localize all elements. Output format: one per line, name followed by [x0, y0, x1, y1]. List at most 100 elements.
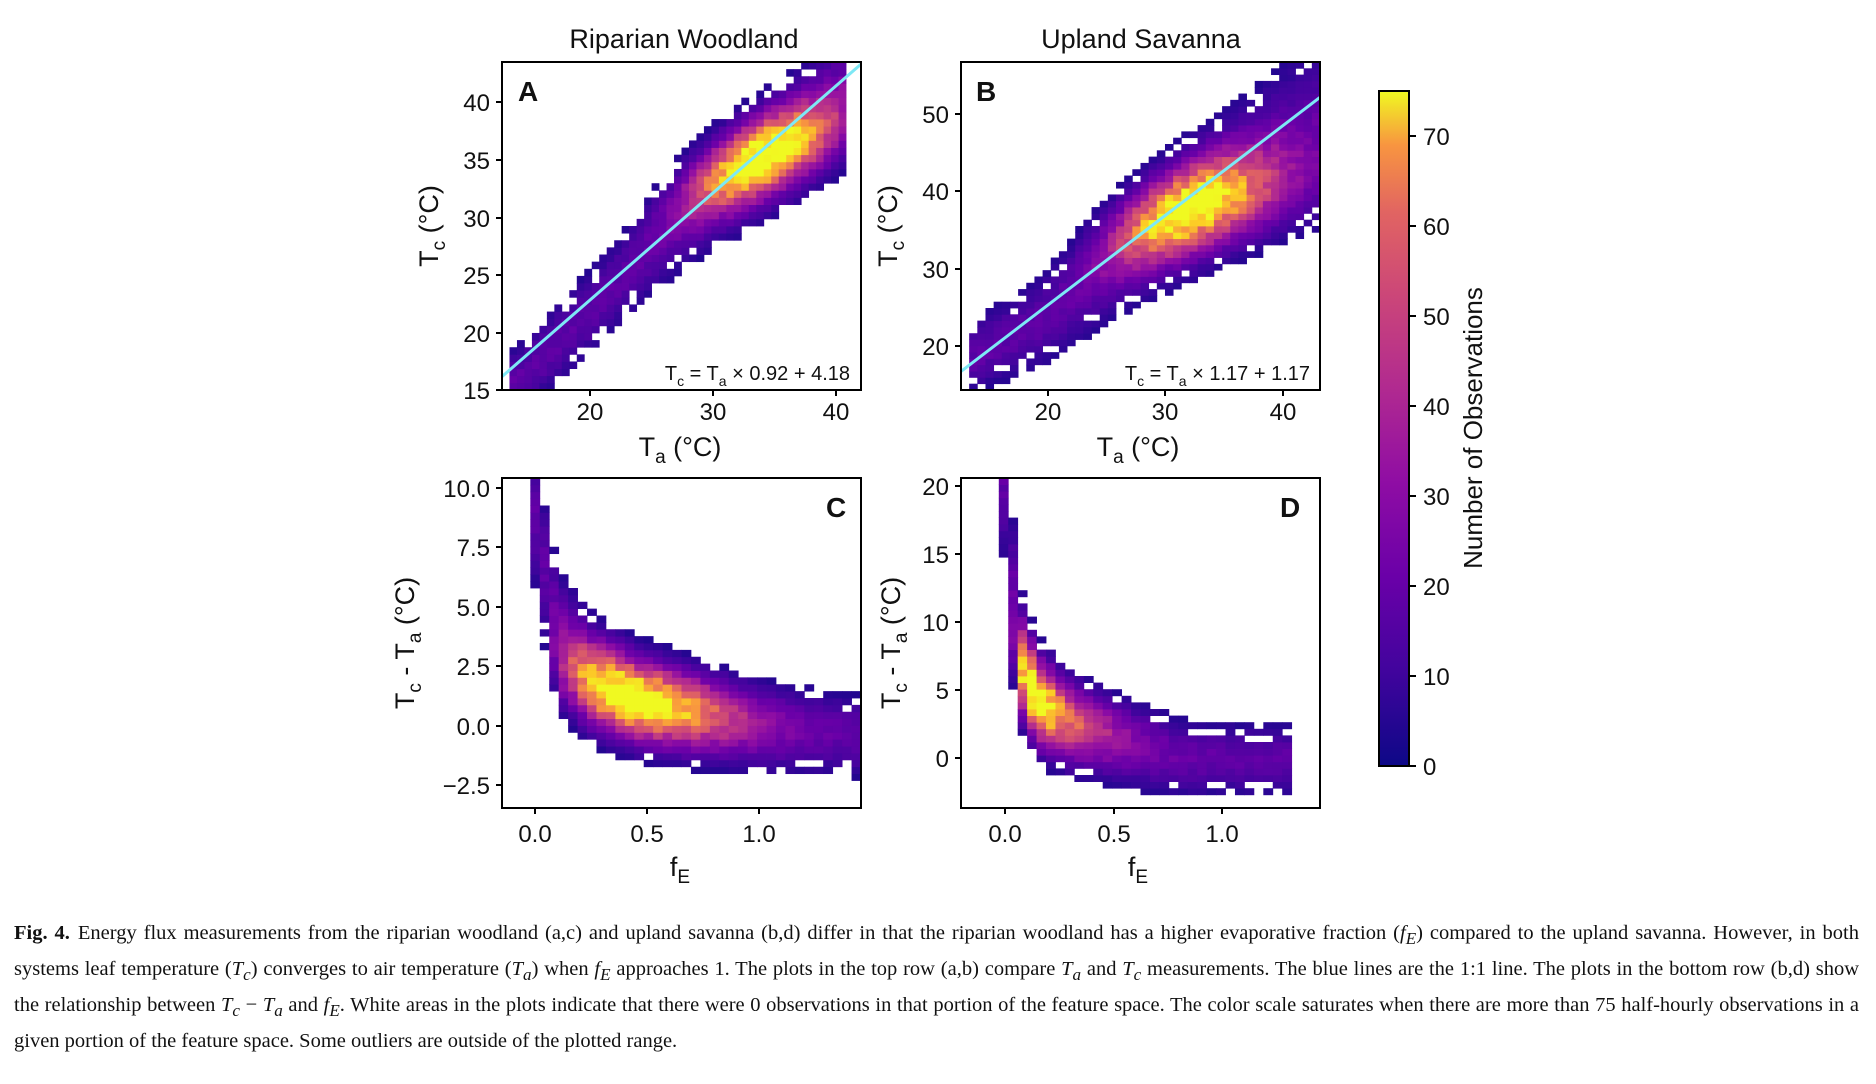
heatmap-cell	[1234, 722, 1245, 730]
heatmap-cell	[1099, 308, 1109, 315]
heatmap-cell	[823, 62, 832, 70]
heatmap-cell	[644, 283, 652, 291]
heatmap-cell	[1083, 308, 1092, 315]
heatmap-cell	[1262, 156, 1272, 164]
heatmap-cell	[1009, 339, 1019, 347]
heatmap-cell	[577, 615, 588, 623]
caption-symbol: fE	[594, 958, 611, 985]
heatmap-cell	[1083, 735, 1094, 743]
heatmap-cell	[1173, 282, 1182, 290]
heatmap-cell	[615, 629, 626, 637]
heatmap-cell	[696, 211, 705, 220]
heatmap-cell	[696, 204, 705, 213]
heatmap-cell	[1074, 722, 1085, 730]
heatmap-cell	[808, 140, 817, 148]
heatmap-cell	[634, 643, 645, 651]
heatmap-cell	[659, 268, 667, 277]
heatmap-cell	[1279, 99, 1288, 107]
heatmap-cell	[786, 119, 795, 127]
heatmap-cell	[1303, 118, 1313, 126]
heatmap-cell	[838, 90, 847, 99]
heatmap-cell	[1246, 213, 1256, 221]
heatmap-cell	[842, 711, 852, 720]
heatmap-cell	[1116, 270, 1125, 277]
heatmap-cell	[558, 698, 569, 706]
heatmap-cell	[634, 725, 645, 733]
heatmap-cell	[624, 629, 635, 637]
heatmap-cell	[775, 698, 786, 706]
heatmap-cell	[1008, 537, 1019, 545]
heatmap-cell	[1205, 194, 1215, 202]
heatmap-cell	[728, 711, 739, 720]
heatmap-cell	[969, 339, 978, 347]
heatmap-cell	[801, 168, 810, 177]
heatmap-cell	[1197, 226, 1207, 233]
heatmap-cell	[587, 656, 597, 665]
heatmap-cell	[733, 197, 742, 206]
heatmap-cell	[605, 711, 616, 720]
heatmap-cell	[681, 176, 690, 184]
heatmap-cell	[1034, 358, 1043, 366]
heatmap-cell	[1222, 137, 1231, 145]
heatmap-cell	[1272, 728, 1283, 736]
heatmap-cell	[1197, 263, 1207, 271]
heatmap-cell	[1238, 175, 1247, 183]
heatmap-cell	[801, 154, 810, 163]
heatmap-cell	[1050, 352, 1060, 359]
heatmap-cell	[643, 732, 654, 740]
heatmap-cell	[576, 297, 585, 305]
heatmap-cell	[1222, 244, 1231, 252]
heatmap-cell	[1230, 219, 1239, 227]
heatmap-cell	[1112, 755, 1123, 763]
heatmap-cell	[1238, 144, 1247, 151]
heatmap-cell	[985, 383, 995, 391]
heatmap-cell	[1107, 207, 1117, 214]
heatmap-cell	[1311, 213, 1321, 221]
heatmap-cell	[1279, 232, 1288, 240]
heatmap-cell	[756, 133, 765, 141]
heatmap-cell	[756, 90, 765, 99]
heatmap-cell	[591, 325, 600, 334]
heatmap-cell	[576, 283, 585, 291]
heatmap-cell	[636, 261, 645, 270]
heatmap-cell	[1008, 649, 1019, 657]
heatmap-cell	[1271, 144, 1280, 151]
heatmap-cell	[1067, 276, 1076, 284]
heatmap-cell	[1083, 219, 1092, 227]
heatmap-cell	[793, 183, 802, 191]
heatmap-cell	[1173, 226, 1182, 233]
heatmap-cell	[1222, 150, 1231, 158]
heatmap-cell	[993, 320, 1003, 328]
heatmap-cell	[1140, 289, 1150, 296]
heatmap-cell	[1156, 282, 1166, 290]
heatmap-cell	[851, 704, 862, 713]
heatmap-cell	[1178, 768, 1189, 776]
heatmap-cell	[977, 364, 986, 372]
heatmap-cell	[1213, 112, 1223, 120]
heatmap-cell	[823, 711, 834, 720]
heatmap-cell	[1112, 768, 1123, 776]
heatmap-cell	[531, 347, 540, 355]
heatmap-cell	[1238, 226, 1247, 233]
heatmap-cell	[1272, 761, 1283, 769]
heatmap-cell	[1027, 735, 1037, 743]
heatmap-cell	[709, 739, 720, 747]
heatmap-cell	[738, 753, 749, 761]
heatmap-cell	[1067, 238, 1076, 246]
heatmap-cell	[1159, 781, 1170, 789]
heatmap-cell	[1124, 175, 1133, 183]
heatmap-cell	[1017, 715, 1028, 723]
heatmap-cell	[793, 161, 802, 170]
heatmap-cell	[700, 759, 711, 768]
heatmap-cell	[1102, 735, 1113, 743]
heatmap-cell	[1075, 257, 1084, 265]
heatmap-cell	[700, 766, 711, 775]
heatmap-cell	[1279, 131, 1288, 139]
heatmap-cell	[775, 759, 786, 768]
heatmap-cell	[576, 340, 585, 348]
heatmap-cell	[688, 154, 697, 163]
heatmap-cell	[801, 140, 810, 148]
heatmap-cell	[690, 670, 701, 678]
heatmap-cell	[606, 290, 615, 298]
heatmap-cell	[696, 161, 705, 170]
